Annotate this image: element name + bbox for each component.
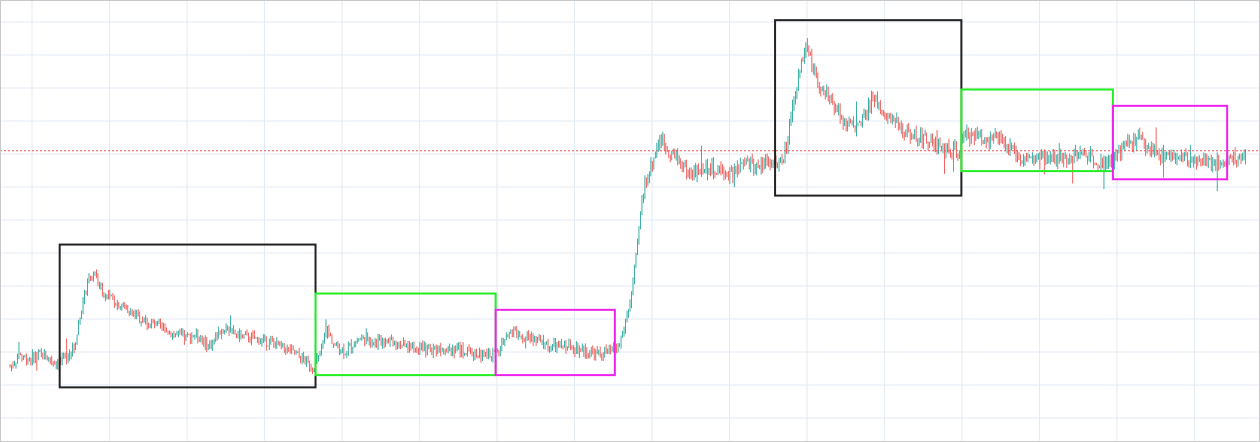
- price-series: [9, 38, 1246, 375]
- annotation-boxes: [58, 19, 1229, 389]
- annotation-box-magenta: [494, 308, 616, 377]
- annotation-box-magenta: [1111, 104, 1229, 181]
